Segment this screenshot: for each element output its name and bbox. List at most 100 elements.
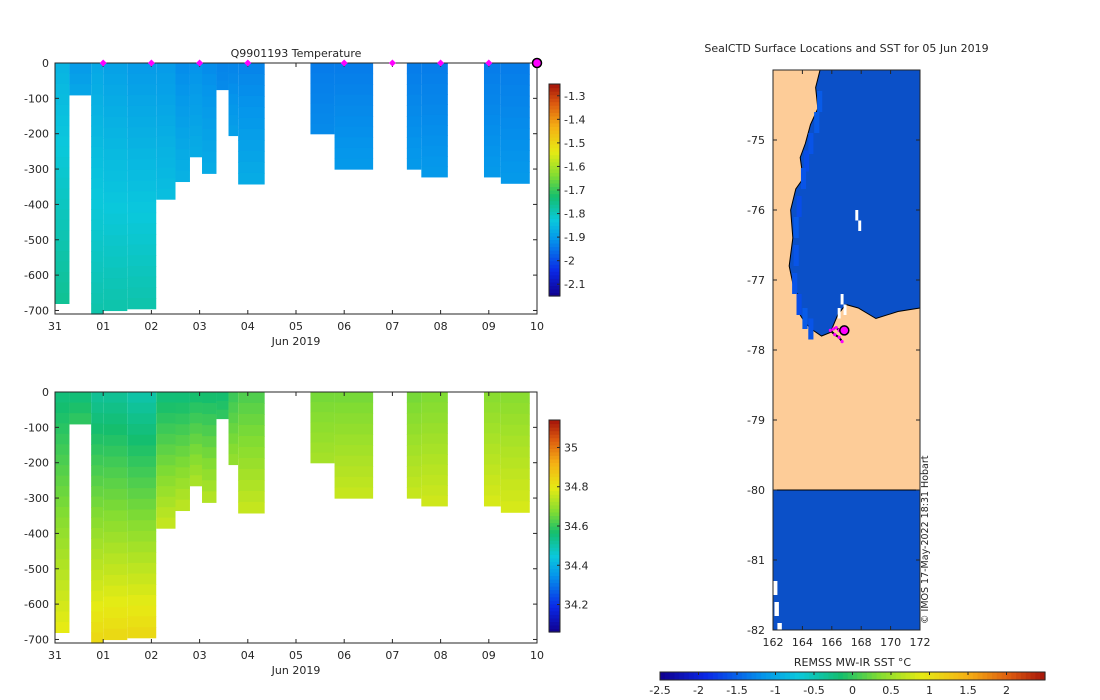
profile-cell (55, 104, 70, 116)
profile-column (69, 63, 92, 96)
profile-cell (91, 454, 104, 466)
profile-cell (127, 477, 157, 489)
profile-cell (202, 118, 217, 130)
x-tick-label: 172 (910, 636, 931, 649)
colorbar-step (549, 451, 560, 456)
profile-cell (156, 178, 176, 190)
profile-cell (127, 201, 157, 214)
colorbar-step (862, 672, 868, 680)
no-data-cell (774, 602, 779, 616)
colorbar-tick-label: -1.5 (564, 137, 585, 150)
profile-cell (175, 95, 190, 107)
profile-cell (55, 402, 70, 414)
profile-cell (228, 73, 239, 85)
colorbar-step (549, 257, 560, 262)
profile-cell (216, 63, 229, 73)
profile-cell (55, 611, 70, 623)
profile-cell (103, 159, 128, 172)
colorbar-step (549, 133, 560, 138)
profile-cell (156, 454, 176, 466)
profile-cell (483, 73, 501, 85)
profile-cell (103, 149, 128, 161)
colorbar-step (741, 672, 748, 680)
profile-cell (238, 479, 265, 492)
profile-column (228, 392, 239, 466)
x-tick-label: 05 (289, 320, 303, 333)
profile-cell (103, 628, 128, 641)
colorbar-step (549, 119, 560, 124)
profile-cell (156, 63, 176, 75)
colorbar-step (891, 672, 897, 680)
profile-column (334, 392, 374, 499)
y-tick-label: -500 (24, 234, 49, 247)
profile-cell (156, 496, 176, 508)
y-tick-label: -80 (747, 484, 765, 497)
y-tick-label: -81 (747, 554, 765, 567)
colorbar-step (549, 228, 560, 233)
profile-cell (238, 117, 265, 130)
profile-cell (238, 402, 265, 415)
profile-cell (500, 392, 530, 404)
colorbar-step (886, 672, 892, 680)
profile-cell (175, 499, 190, 512)
profile-cell (406, 94, 422, 107)
profile-cell (228, 402, 239, 414)
y-tick-label: -200 (24, 457, 49, 470)
colorbar-step (549, 101, 560, 106)
profile-cell (483, 433, 501, 445)
colorbar-step (549, 246, 560, 251)
colorbar-step (549, 274, 560, 279)
profile-cell (238, 468, 265, 481)
profile-cell (55, 198, 70, 210)
colorbar-step (549, 568, 560, 573)
colorbar-tick-label: 1.5 (959, 684, 977, 697)
profile-cell (238, 435, 265, 448)
profile-cell (91, 136, 104, 148)
colorbar-step (549, 108, 560, 113)
colorbar-step (674, 672, 680, 680)
colorbar-step (929, 672, 935, 680)
sst-cell (817, 91, 823, 112)
colorbar-step (549, 98, 560, 103)
profile-cell (103, 256, 128, 269)
profile-cell (91, 507, 104, 519)
profile-column (55, 392, 70, 633)
profile-cell (421, 485, 448, 497)
colorbar-step (900, 672, 907, 680)
colorbar-tick-label: -1.7 (564, 184, 585, 197)
colorbar-step (549, 586, 560, 591)
colorbar-step (549, 550, 560, 555)
profile-cell (421, 135, 448, 147)
profile-cell (55, 209, 70, 221)
profile-cell (483, 443, 501, 455)
profile-cell (406, 73, 422, 85)
colorbar-step (549, 504, 560, 509)
profile-cell (334, 392, 374, 404)
profile-cell (334, 158, 374, 170)
colorbar-step (549, 526, 560, 531)
profile-cell (238, 392, 265, 404)
colorbar-tick-label: -1.8 (564, 208, 585, 221)
profile-cell (483, 114, 501, 126)
colorbar-step (549, 536, 560, 541)
profile-cell (127, 392, 157, 404)
ice-cell (843, 304, 847, 315)
profile-cell (421, 454, 448, 466)
profile-cell (127, 265, 157, 278)
profile-cell (55, 177, 70, 190)
colorbar-step (549, 427, 560, 432)
profile-cell (334, 63, 374, 75)
profile-cell (334, 466, 374, 478)
profile-cell (500, 161, 530, 173)
profile-cell (55, 392, 70, 404)
profile-cell (91, 601, 104, 613)
x-tick-label: 08 (434, 320, 448, 333)
profile-cell (175, 435, 190, 447)
profile-cell (189, 412, 203, 424)
profile-column (189, 392, 203, 487)
profile-cell (421, 412, 448, 424)
profile-cell (228, 454, 239, 466)
colorbar-step (549, 214, 560, 219)
y-tick-label: 0 (42, 386, 49, 399)
profile-cell (202, 151, 217, 163)
